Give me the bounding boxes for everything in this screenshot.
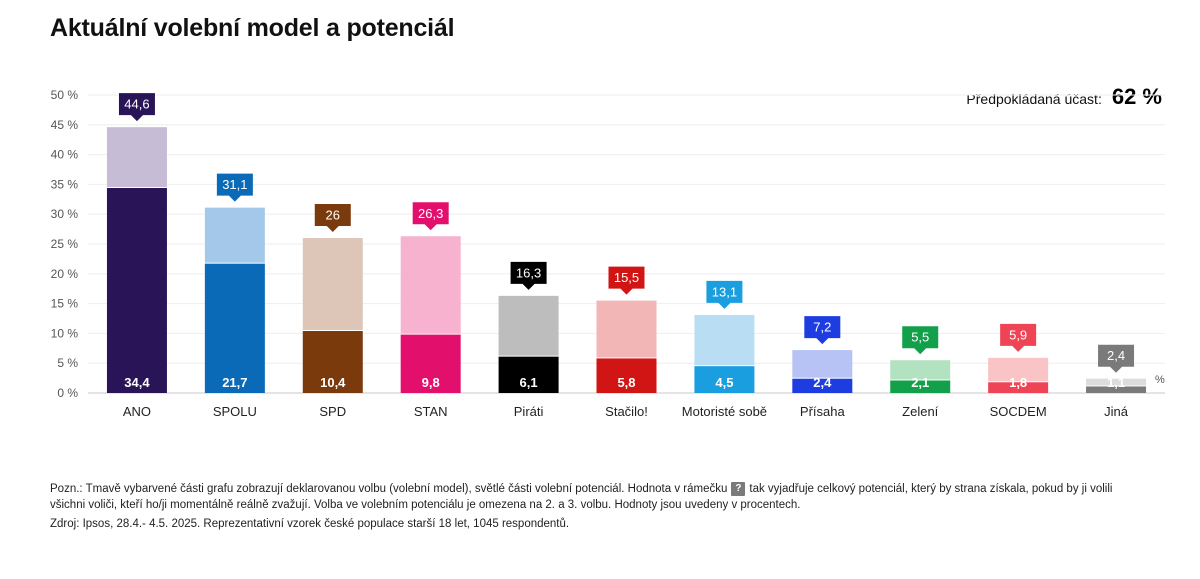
model-value-label: 9,8	[422, 375, 440, 390]
y-tick-label: 50 %	[51, 88, 79, 102]
footnote-text-1: Pozn.: Tmavě vybarvené části grafu zobra…	[50, 483, 728, 495]
x-category-label: Piráti	[514, 404, 544, 419]
potential-value-label: 2,4	[1107, 348, 1125, 363]
bar-potential	[302, 238, 363, 331]
potential-badge	[412, 202, 449, 231]
footnote: Pozn.: Tmavě vybarvené části grafu zobra…	[50, 481, 1130, 513]
potential-value-label: 7,2	[813, 320, 831, 335]
y-tick-label: 45 %	[51, 118, 79, 132]
potential-badge	[510, 261, 547, 290]
unit-label: %	[1155, 374, 1165, 386]
model-value-label: 1,8	[1009, 375, 1027, 390]
x-category-label: Zelení	[902, 404, 939, 419]
bar-potential	[792, 350, 853, 378]
bar-model	[596, 358, 657, 393]
bar-potential	[596, 300, 657, 358]
x-category-label: SOCDEM	[990, 404, 1047, 419]
bar-model	[792, 378, 853, 393]
bar-model	[400, 334, 461, 393]
potential-value-label: 26	[326, 208, 340, 223]
bar-model	[204, 263, 265, 393]
potential-value-label: 31,1	[222, 177, 247, 192]
bar-potential	[1086, 378, 1147, 386]
y-tick-label: 35 %	[51, 177, 79, 191]
x-category-label: Stačilo!	[605, 404, 648, 419]
y-tick-label: 5 %	[57, 356, 78, 370]
bar-potential	[498, 295, 559, 356]
model-value-label: 2,1	[911, 375, 929, 390]
bar-model	[1086, 386, 1147, 393]
model-value-label: 1,1	[1107, 375, 1125, 390]
potential-badge	[216, 173, 253, 202]
bar-chart: 0 % 5 % 10 % 15 % 20 % 25 % 30 % 35 % 40 % 45 % 50…	[51, 88, 1165, 419]
model-value-label: 5,8	[617, 375, 635, 390]
y-tick-label: 40 %	[51, 148, 79, 162]
source-note: Zdroj: Ipsos, 28.4.- 4.5. 2025. Reprezen…	[50, 518, 570, 530]
potential-badge	[608, 266, 645, 295]
bar-potential	[988, 357, 1049, 382]
bar-potential	[106, 127, 167, 187]
x-category-label: STAN	[414, 404, 448, 419]
model-value-label: 4,5	[715, 375, 733, 390]
potential-value-label: 5,5	[911, 330, 929, 345]
bar-potential	[400, 236, 461, 334]
potential-value-label: 13,1	[712, 284, 737, 299]
bar-potential	[204, 207, 265, 263]
x-category-label: Přísaha	[800, 404, 846, 419]
bar-model	[302, 331, 363, 393]
potential-badge	[1000, 323, 1037, 352]
y-tick-label: 10 %	[51, 326, 79, 340]
y-tick-label: 25 %	[51, 237, 79, 251]
footnote-text-2: tak vyjadřuje celkový potenciál, který b…	[50, 483, 1113, 511]
y-tick-label: 30 %	[51, 207, 79, 221]
model-value-label: 34,4	[124, 375, 150, 390]
potential-badge	[1098, 344, 1135, 373]
potential-badge	[804, 316, 841, 345]
potential-value-label: 44,6	[124, 97, 149, 112]
potential-badge	[706, 280, 743, 309]
y-tick-label: 15 %	[51, 297, 79, 311]
model-value-label: 2,4	[813, 375, 832, 390]
model-value-label: 21,7	[222, 375, 247, 390]
bar-model	[106, 187, 167, 393]
question-box-icon: ?	[731, 481, 746, 496]
model-value-label: 10,4	[320, 375, 346, 390]
potential-badge	[314, 204, 351, 233]
x-category-label: ANO	[123, 404, 151, 419]
bar-potential	[890, 360, 951, 380]
y-tick-label: 0 %	[57, 386, 78, 400]
y-tick-label: 20 %	[51, 267, 79, 281]
potential-badge	[118, 93, 155, 122]
x-category-label: Motoristé sobě	[682, 404, 767, 419]
x-category-label: Jiná	[1104, 404, 1129, 419]
x-category-label: SPD	[319, 404, 346, 419]
bar-potential	[694, 314, 755, 366]
bar-model	[498, 356, 559, 393]
bar-model	[890, 380, 951, 393]
potential-value-label: 26,3	[418, 206, 443, 221]
potential-value-label: 16,3	[516, 265, 541, 280]
bar-model	[694, 366, 755, 393]
potential-badge	[902, 326, 939, 355]
x-category-label: SPOLU	[213, 404, 257, 419]
turnout-value: 62 %	[1111, 84, 1162, 109]
model-value-label: 6,1	[520, 375, 538, 390]
potential-value-label: 15,5	[614, 270, 639, 285]
bar-model	[988, 382, 1049, 393]
page-title: Aktuální volební model a potenciál	[50, 14, 455, 42]
potential-value-label: 5,9	[1009, 327, 1027, 342]
